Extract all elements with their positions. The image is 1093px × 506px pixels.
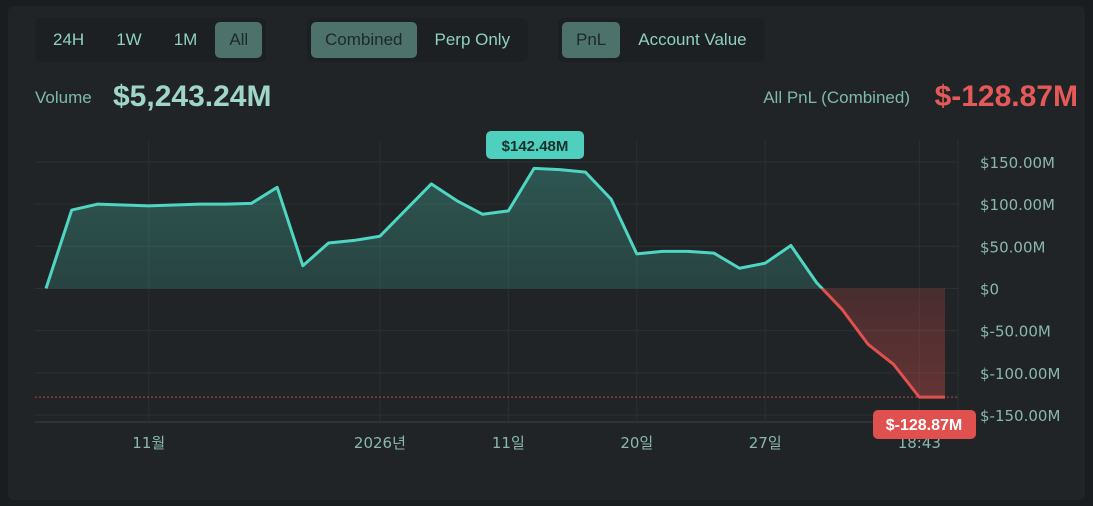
filter-perp-only-button[interactable]: Perp Only (434, 30, 511, 49)
range-toggle-group: 24H 1W 1M All (35, 18, 267, 62)
filter-1m-button[interactable]: 1M (173, 30, 198, 49)
y-tick-label: $50.00M (980, 238, 1045, 256)
negative-area (46, 288, 945, 398)
y-tick-label: $0 (980, 281, 999, 299)
volume-value: $5,243.24M (113, 80, 272, 113)
last-value-label: $-128.87M (886, 417, 963, 434)
x-tick-label: 20일 (620, 434, 653, 452)
max-value-label: $142.48M (502, 138, 569, 155)
metric-toggle-group: PnL Account Value (558, 18, 765, 62)
positive-area (46, 168, 945, 289)
y-tick-label: $100.00M (980, 196, 1055, 214)
y-tick-label: $150.00M (980, 154, 1055, 172)
pnl-label: All PnL (Combined) (763, 88, 910, 107)
filter-1w-button[interactable]: 1W (116, 30, 142, 49)
y-tick-label: $-150.00M (980, 407, 1060, 425)
filter-account-value-button[interactable]: Account Value (638, 30, 747, 49)
x-tick-label: 11일 (492, 434, 525, 452)
filter-24h-button[interactable]: 24H (53, 30, 85, 49)
pnl-value: $-128.87M (934, 80, 1078, 113)
pnl-line-positive (44, 166, 825, 289)
filter-all-button[interactable]: All (215, 22, 263, 58)
x-tick-label: 11월 (132, 434, 165, 452)
max-value-badge (486, 131, 585, 159)
volume-label: Volume (35, 88, 92, 107)
x-tick-label: 27일 (749, 434, 782, 452)
scope-toggle-group: Combined Perp Only (307, 18, 529, 62)
filter-combined-button[interactable]: Combined (311, 22, 417, 58)
last-value-badge (873, 410, 976, 439)
y-tick-label: $-50.00M (980, 323, 1051, 341)
y-tick-label: $-100.00M (980, 365, 1060, 383)
filter-pnl-button[interactable]: PnL (562, 22, 621, 58)
x-tick-label: 2026년 (354, 434, 406, 452)
